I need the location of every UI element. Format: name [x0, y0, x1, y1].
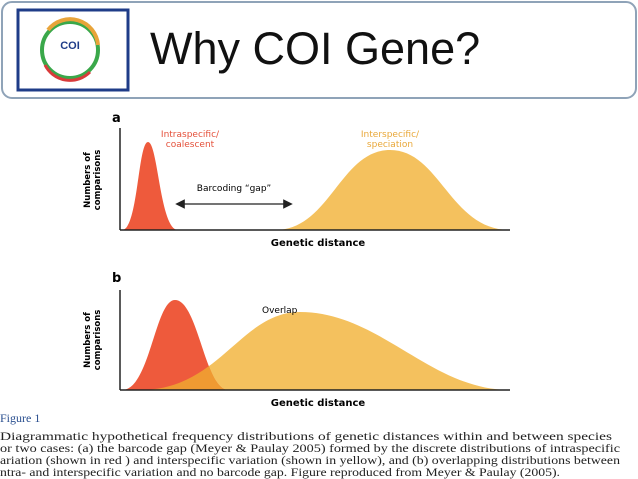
red-curve	[122, 142, 178, 230]
header-box	[1, 1, 637, 99]
label: Interspecific/	[361, 130, 420, 140]
label: Intraspecific/	[161, 130, 220, 140]
label: coalescent	[166, 140, 215, 150]
x-axis-label: Genetic distance	[271, 238, 366, 249]
overlap-label: Overlap	[262, 306, 298, 316]
panel-label: a	[112, 111, 121, 126]
logo-label: COI	[60, 40, 80, 52]
caption-line: ariation (shown in red ) and interspecif…	[0, 455, 620, 467]
label: speciation	[367, 140, 413, 150]
logo: COI	[16, 8, 130, 92]
yellow-curve	[275, 150, 510, 230]
caption-line: ntra- and interspecific variation and no…	[0, 467, 560, 479]
panel-label: b	[112, 271, 121, 286]
caption-title: Figure 1	[0, 411, 40, 425]
caption-line: or two cases: (a) the barcode gap (Meyer…	[0, 443, 620, 455]
y-axis-label: comparisons	[93, 150, 103, 211]
slide-title: Why COI Gene?	[150, 23, 480, 74]
x-axis-label: Genetic distance	[271, 398, 366, 409]
yellow-curve	[140, 312, 510, 390]
y-axis-label: comparisons	[93, 310, 103, 371]
red-curve	[122, 300, 228, 390]
caption-line: Diagrammatic hypothetical frequency dist…	[0, 431, 613, 443]
figure-panel-b: b Overlap Numbers of comparisons Genetic…	[83, 271, 510, 409]
figure-panel-a: a Intraspecific/ coalescent Interspecifi…	[83, 111, 510, 249]
y-axis-label: Numbers of	[83, 312, 93, 368]
gap-label: Barcoding “gap”	[197, 184, 271, 194]
y-axis-label: Numbers of	[83, 152, 93, 208]
